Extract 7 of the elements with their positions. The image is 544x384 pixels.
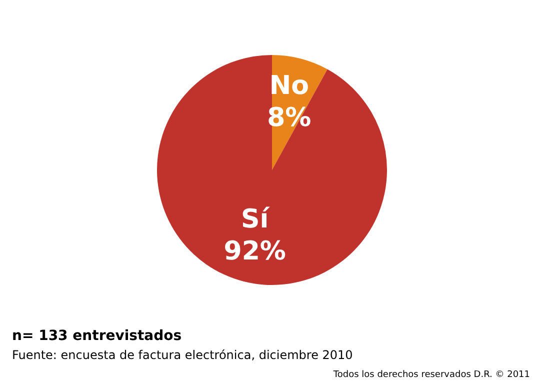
text: Todos los derechos reservados D.R. © 2011 — [333, 370, 530, 380]
source-note: Fuente: encuesta de factura electrónica, diciembre 2010 — [12, 348, 353, 362]
slice-label: Sí — [241, 204, 271, 235]
data-label: 92% — [224, 236, 286, 267]
data-label: 8% — [267, 102, 312, 133]
text: n= 133 entrevistados — [12, 328, 182, 344]
slice-label: No — [269, 70, 309, 101]
